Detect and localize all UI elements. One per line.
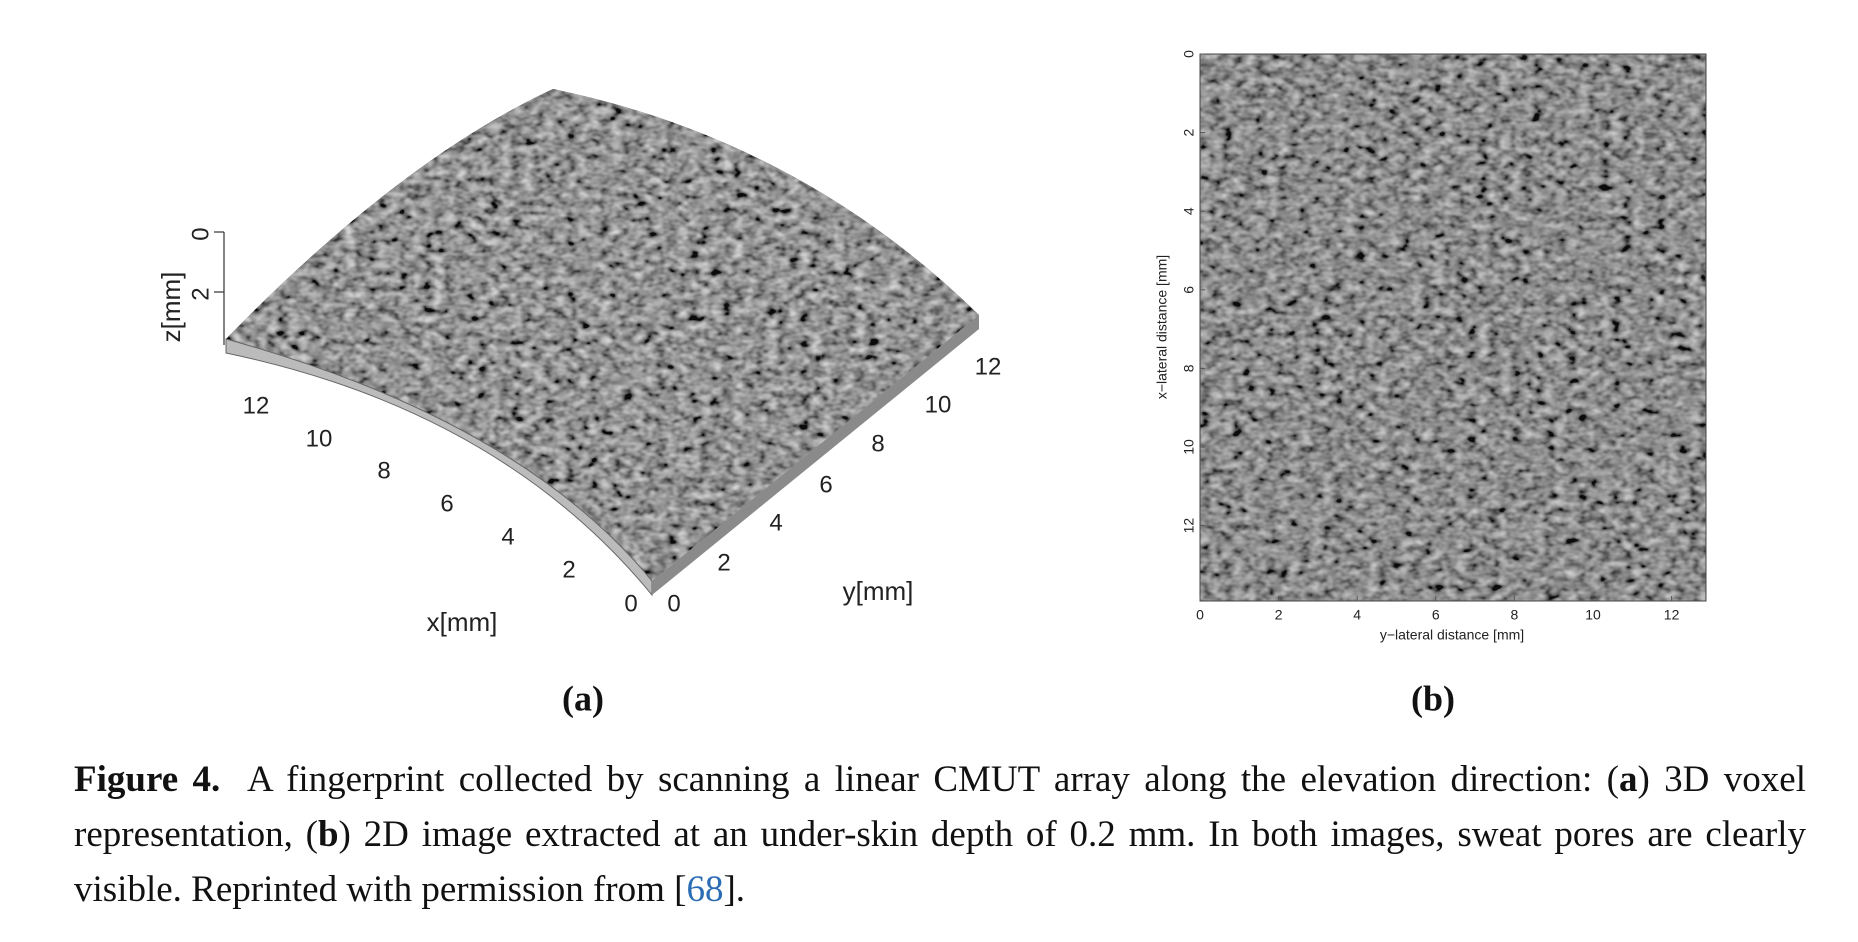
panel-label: (a) [562,678,604,718]
y-tick-label: 0 [1181,50,1197,58]
caption-text: ]. [723,869,746,910]
caption-bold: b [317,814,339,855]
caption-bold: a [1618,759,1638,800]
y-axis-label: x−lateral distance [mm] [1154,255,1170,399]
x-tick-label: 10 [1585,607,1601,623]
caption-label: Figure 4. [74,759,221,800]
x-tick-label: 6 [1432,607,1440,623]
y-tick-label: 12 [975,353,1002,380]
caption: Figure 4. A fingerprint collected by sca… [74,752,1806,917]
x-tick-label: 4 [1353,607,1361,623]
x-tick-label: 2 [562,556,575,583]
y-tick-label: 4 [1181,207,1197,215]
y-tick-label: 12 [1181,518,1197,534]
x-tick-label: 12 [243,392,270,419]
y-axis-label: y[mm] [843,576,914,606]
y-tick-label: 10 [925,391,952,418]
x-tick-label: 0 [624,590,637,617]
x-tick-label: 2 [1275,607,1283,623]
x-axis-label: x[mm] [427,607,498,637]
z-axis-label: z[mm] [156,272,186,343]
reference-link[interactable]: 68 [686,869,724,910]
fingerprint-image [1199,53,1707,602]
x-tick-label: 12 [1664,607,1680,623]
panel-label: (b) [1411,678,1455,718]
caption-text: ) 2D image extracted at an under-skin de… [74,814,1806,910]
x-tick-label: 4 [501,523,514,550]
x-tick-label: 8 [377,457,390,484]
figure: 0 2 z[mm] 0 2 4 6 8 10 12 x[mm] 0 2 4 6 … [156,50,1707,718]
voxel-surface [225,89,979,597]
y-tick-label: 8 [871,430,884,457]
x-tick-label: 8 [1511,607,1519,623]
z-tick-label: 2 [187,287,214,300]
axes-3d [214,231,225,345]
x-axis-label: y−lateral distance [mm] [1380,627,1524,643]
y-tick-label: 2 [1181,128,1197,136]
y-tick-label: 6 [819,471,832,498]
z-tick-label: 0 [187,227,214,240]
x-tick-label: 10 [306,425,333,452]
caption-text: ) 3D voxel representation, ( [74,759,1806,855]
y-tick-label: 4 [769,509,782,536]
x-tick-label: 0 [1196,607,1204,623]
x-tick-label: 6 [440,490,453,517]
y-tick-label: 0 [667,590,680,617]
y-tick-label: 10 [1181,439,1197,455]
y-tick-label: 2 [717,549,730,576]
y-tick-label: 6 [1181,286,1197,294]
caption-text: A fingerprint collected by scanning a li… [247,759,1619,800]
y-tick-label: 8 [1181,364,1197,372]
